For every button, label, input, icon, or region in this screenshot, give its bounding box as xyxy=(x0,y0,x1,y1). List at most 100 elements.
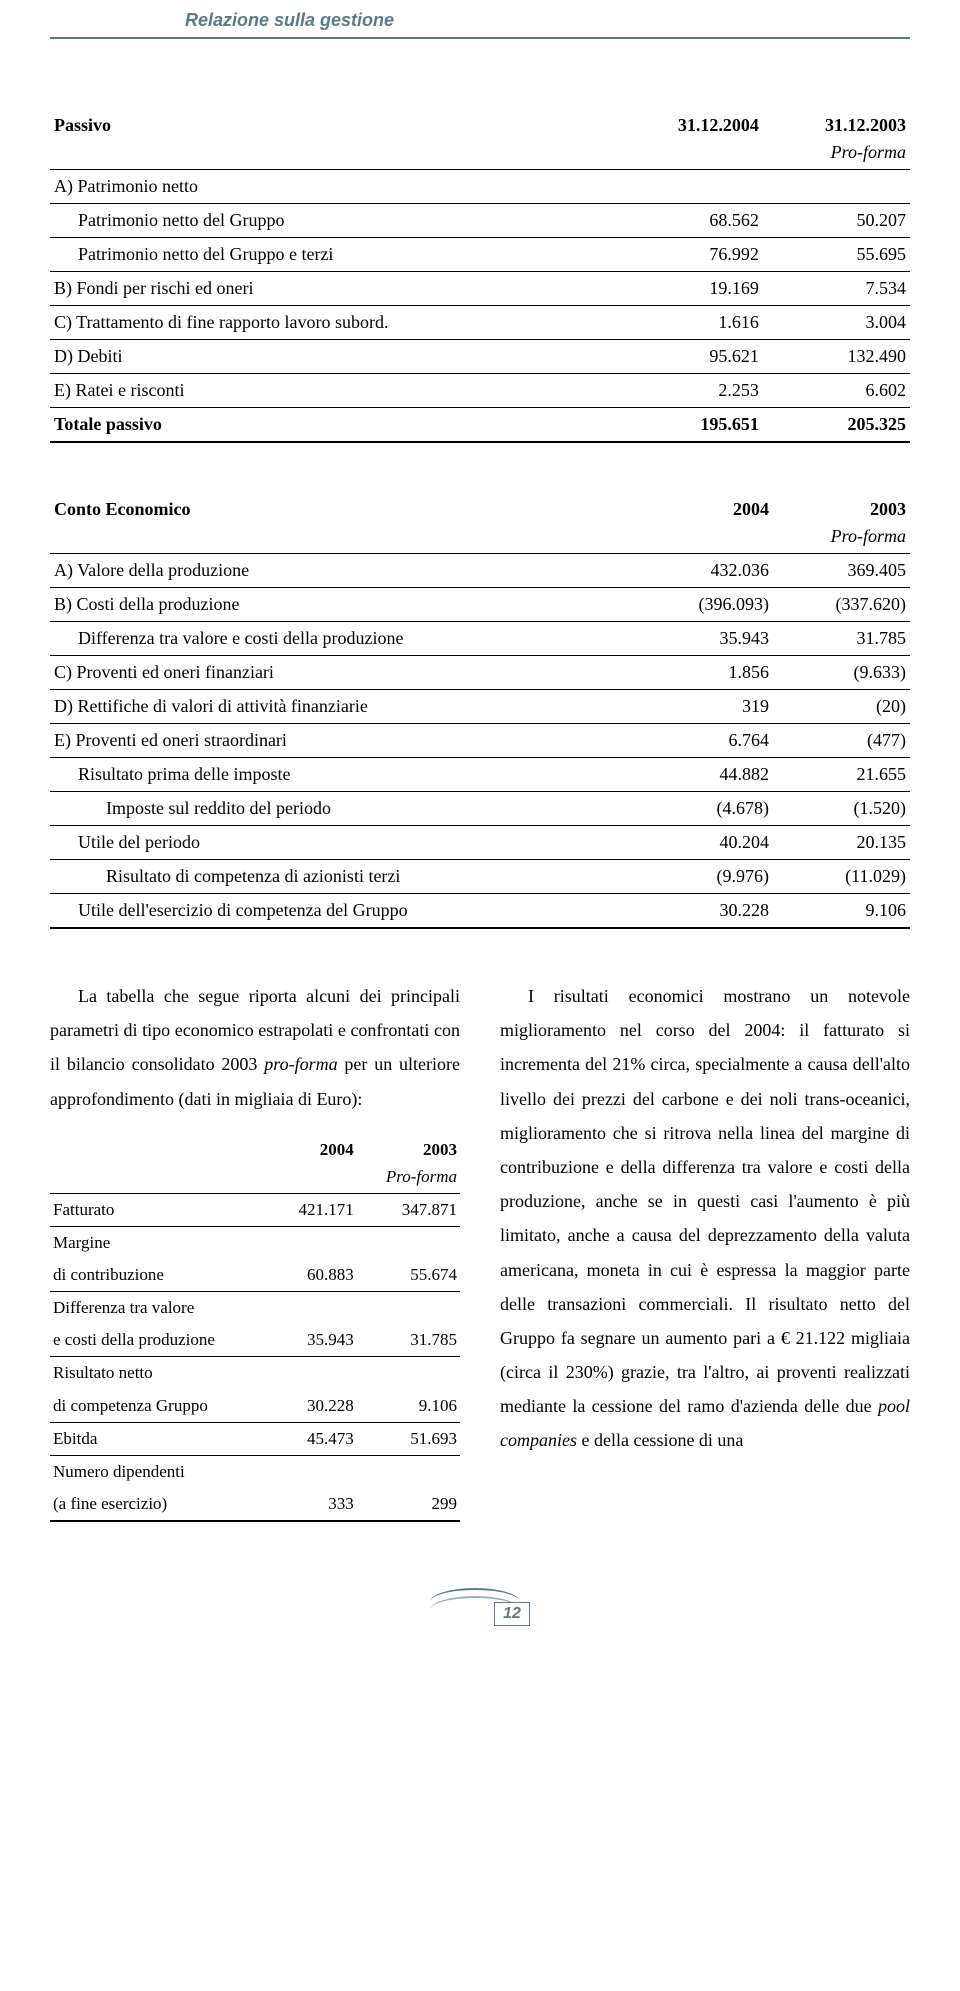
table-conto: Conto Economico 2004 2003 Pro-forma A) V… xyxy=(50,493,910,929)
table-row-value xyxy=(357,1357,460,1390)
table-row-value xyxy=(275,1357,357,1390)
table-row-value xyxy=(357,1455,460,1488)
table-row-value: 31.785 xyxy=(773,622,910,656)
table-row-value: 1.616 xyxy=(616,306,763,340)
small-hdr-sub: Pro-forma xyxy=(357,1166,460,1194)
table-row-label: A) Patrimonio netto xyxy=(50,170,616,204)
table-row-value: 21.655 xyxy=(773,758,910,792)
table-row-value: 31.785 xyxy=(357,1324,460,1357)
table-row-value: 7.534 xyxy=(763,272,910,306)
conto-hdr-col2: 2003 xyxy=(773,493,910,526)
small-hdr-col1: 2004 xyxy=(275,1134,357,1166)
passivo-body: A) Patrimonio nettoPatrimonio netto del … xyxy=(50,170,910,443)
table-row-label: Margine xyxy=(50,1227,275,1260)
conto-hdr-col1: 2004 xyxy=(644,493,773,526)
table-row-value: 55.674 xyxy=(357,1259,460,1292)
passivo-hdr-label: Passivo xyxy=(50,109,616,142)
table-row-label: Risultato prima delle imposte xyxy=(50,758,644,792)
column-left: La tabella che segue riporta alcuni dei … xyxy=(50,979,460,1522)
table-row-value: 132.490 xyxy=(763,340,910,374)
table-row-label: Risultato di competenza di azionisti ter… xyxy=(50,860,644,894)
table-row-value: 95.621 xyxy=(616,340,763,374)
small-table-body: Fatturato421.171347.871Marginedi contrib… xyxy=(50,1193,460,1520)
table-row-value: 35.943 xyxy=(275,1324,357,1357)
table-row-value: 1.856 xyxy=(644,656,773,690)
para-right: I risultati economici mostrano un notevo… xyxy=(500,979,910,1458)
table-row-value: 205.325 xyxy=(763,408,910,443)
small-table: 2004 2003 Pro-forma Fatturato421.171347.… xyxy=(50,1134,460,1522)
table-row-value: 3.004 xyxy=(763,306,910,340)
table-row-value: 44.882 xyxy=(644,758,773,792)
table-row-value: 333 xyxy=(275,1488,357,1521)
table-row-value: 432.036 xyxy=(644,554,773,588)
table-row-value: 2.253 xyxy=(616,374,763,408)
table-row-label: Differenza tra valore xyxy=(50,1292,275,1325)
page-number: 12 xyxy=(494,1602,530,1626)
table-row-label: C) Proventi ed oneri finanziari xyxy=(50,656,644,690)
table-row-value: 30.228 xyxy=(275,1390,357,1423)
table-row-value: 35.943 xyxy=(644,622,773,656)
table-row-value: 45.473 xyxy=(275,1422,357,1455)
para-left: La tabella che segue riporta alcuni dei … xyxy=(50,979,460,1116)
table-row-value: 195.651 xyxy=(616,408,763,443)
conto-body: A) Valore della produzione432.036369.405… xyxy=(50,554,910,929)
table-row-value: (20) xyxy=(773,690,910,724)
table-row-label: di contribuzione xyxy=(50,1259,275,1292)
table-row-label: Risultato netto xyxy=(50,1357,275,1390)
small-hdr-col2: 2003 xyxy=(357,1134,460,1166)
table-row-label: D) Rettifiche di valori di attività fina… xyxy=(50,690,644,724)
table-row-label: Imposte sul reddito del periodo xyxy=(50,792,644,826)
column-right: I risultati economici mostrano un notevo… xyxy=(500,979,910,1522)
table-row-value xyxy=(763,170,910,204)
table-row-value: 68.562 xyxy=(616,204,763,238)
table-row-label: B) Fondi per rischi ed oneri xyxy=(50,272,616,306)
table-row-value: 9.106 xyxy=(357,1390,460,1423)
table-row-label: Fatturato xyxy=(50,1193,275,1226)
table-row-label: B) Costi della produzione xyxy=(50,588,644,622)
table-row-value: 6.764 xyxy=(644,724,773,758)
table-row-value: 55.695 xyxy=(763,238,910,272)
table-row-value: 51.693 xyxy=(357,1422,460,1455)
table-row-value xyxy=(616,170,763,204)
table-row-value: (9.976) xyxy=(644,860,773,894)
table-row-value: 50.207 xyxy=(763,204,910,238)
table-row-value: 6.602 xyxy=(763,374,910,408)
table-row-value: (9.633) xyxy=(773,656,910,690)
table-row-label: A) Valore della produzione xyxy=(50,554,644,588)
table-row-label: Numero dipendenti xyxy=(50,1455,275,1488)
table-row-value: 19.169 xyxy=(616,272,763,306)
table-row-value: 369.405 xyxy=(773,554,910,588)
conto-hdr-sub: Pro-forma xyxy=(773,526,910,554)
table-row-value: 76.992 xyxy=(616,238,763,272)
passivo-hdr-sub: Pro-forma xyxy=(763,142,910,170)
table-row-value: 60.883 xyxy=(275,1259,357,1292)
table-row-label: (a fine esercizio) xyxy=(50,1488,275,1521)
table-row-value: 299 xyxy=(357,1488,460,1521)
table-row-label: di competenza Gruppo xyxy=(50,1390,275,1423)
table-row-value: (11.029) xyxy=(773,860,910,894)
table-row-label: Patrimonio netto del Gruppo e terzi xyxy=(50,238,616,272)
table-row-value xyxy=(275,1227,357,1260)
conto-hdr-label: Conto Economico xyxy=(50,493,644,526)
table-row-value: 20.135 xyxy=(773,826,910,860)
table-row-value: (337.620) xyxy=(773,588,910,622)
table-row-value: 30.228 xyxy=(644,894,773,929)
table-row-value: (1.520) xyxy=(773,792,910,826)
table-row-label: Totale passivo xyxy=(50,408,616,443)
table-row-label: Patrimonio netto del Gruppo xyxy=(50,204,616,238)
table-row-value: 347.871 xyxy=(357,1193,460,1226)
page-header: Relazione sulla gestione xyxy=(50,0,910,39)
table-row-label: Differenza tra valore e costi della prod… xyxy=(50,622,644,656)
table-row-label: C) Trattamento di fine rapporto lavoro s… xyxy=(50,306,616,340)
table-passivo: Passivo 31.12.2004 31.12.2003 Pro-forma … xyxy=(50,109,910,443)
table-row-label: Utile dell'esercizio di competenza del G… xyxy=(50,894,644,929)
table-row-value: (4.678) xyxy=(644,792,773,826)
table-row-label: D) Debiti xyxy=(50,340,616,374)
page-footer: 12 xyxy=(50,1582,910,1626)
table-row-value xyxy=(275,1292,357,1325)
body-columns: La tabella che segue riporta alcuni dei … xyxy=(50,979,910,1522)
table-row-value: (396.093) xyxy=(644,588,773,622)
table-row-value xyxy=(275,1455,357,1488)
table-row-label: Utile del periodo xyxy=(50,826,644,860)
table-row-value: (477) xyxy=(773,724,910,758)
